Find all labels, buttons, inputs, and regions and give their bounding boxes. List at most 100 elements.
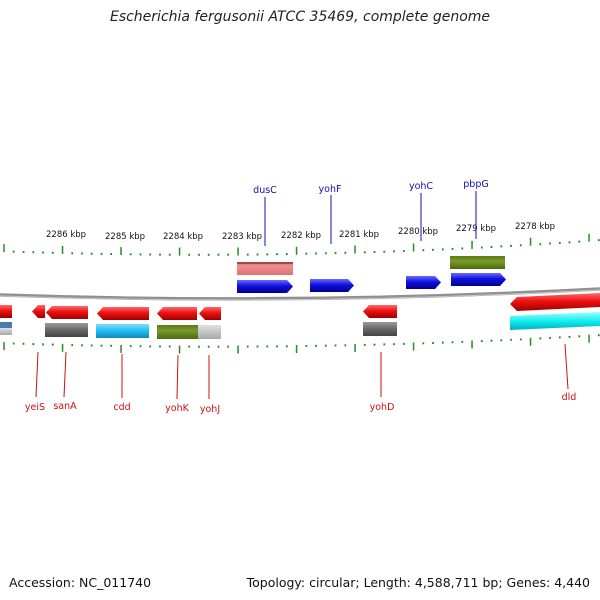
minor-tick	[81, 252, 83, 255]
yohJ-gene-arrow[interactable]	[199, 307, 221, 320]
minor-tick	[51, 343, 54, 346]
minor-tick	[149, 345, 152, 348]
gene-label-dusC[interactable]: dusC	[253, 185, 277, 196]
yohD-gene-arrow[interactable]	[363, 305, 397, 318]
dld-aqua-feature[interactable]	[510, 312, 600, 330]
left-edge-red-arrow[interactable]	[0, 305, 12, 318]
minor-tick	[373, 343, 376, 346]
minor-tick	[71, 344, 74, 347]
minor-tick	[558, 241, 561, 244]
gene-label-yeiS[interactable]: yeiS	[25, 402, 45, 413]
minor-tick	[217, 253, 220, 256]
kbp-label-2284: 2284 kbp	[163, 232, 203, 242]
topology-summary: Topology: circular; Length: 4,588,711 bp…	[246, 575, 590, 590]
gene-label-yohK[interactable]: yohK	[165, 403, 189, 414]
left-edge-blue-feature[interactable]	[0, 322, 12, 328]
minor-tick	[344, 251, 347, 254]
cdd-gene-arrow[interactable]	[97, 307, 149, 320]
minor-tick	[159, 253, 161, 256]
major-tick	[529, 237, 532, 246]
lower-tick-track	[3, 334, 600, 354]
pbpG-olive-feature[interactable]	[450, 256, 505, 269]
gene-label-sanA[interactable]: sanA	[53, 401, 77, 412]
minor-tick	[246, 253, 249, 256]
minor-tick	[363, 251, 366, 254]
minor-tick	[22, 250, 25, 253]
major-tick	[120, 247, 122, 256]
pbpG-gene-arrow[interactable]	[451, 273, 506, 286]
major-tick	[471, 240, 473, 249]
yohD-gray-feature[interactable]	[363, 322, 397, 336]
kbp-label-2286: 2286 kbp	[46, 230, 86, 240]
minor-tick	[188, 345, 191, 348]
minor-tick	[402, 250, 405, 252]
yohK-gene-arrow[interactable]	[157, 307, 197, 320]
minor-tick	[510, 244, 512, 247]
yohJ-gray-feature[interactable]	[198, 325, 221, 339]
minor-tick	[305, 345, 308, 347]
gene-label-yohJ[interactable]: yohJ	[200, 404, 220, 415]
major-tick	[178, 345, 181, 354]
minor-tick	[549, 242, 551, 245]
minor-tick	[568, 335, 571, 338]
minor-tick	[42, 251, 44, 254]
cdd-cyan-feature[interactable]	[96, 324, 149, 338]
minor-tick	[315, 252, 317, 255]
minor-tick	[441, 248, 444, 251]
minor-tick	[256, 253, 259, 256]
minor-tick	[168, 253, 171, 256]
minor-tick	[500, 339, 503, 342]
gene-label-yohF[interactable]: yohF	[319, 184, 342, 195]
yohF-gene-arrow[interactable]	[310, 279, 354, 292]
minor-tick	[480, 340, 483, 343]
minor-tick	[461, 247, 464, 250]
minor-tick	[373, 251, 376, 253]
major-tick	[237, 345, 239, 354]
gene-label-cdd[interactable]: cdd	[113, 402, 130, 413]
major-tick	[354, 344, 356, 352]
minor-tick	[539, 243, 542, 246]
minor-tick	[383, 343, 386, 346]
sanA-gene-arrow[interactable]	[46, 306, 88, 319]
minor-tick	[12, 250, 15, 253]
yohK-olive-feature[interactable]	[157, 325, 198, 339]
dusC-gene-arrow[interactable]	[237, 280, 293, 293]
dld-gene-arrow[interactable]	[510, 293, 600, 311]
gene-label-dld[interactable]: dld	[562, 392, 577, 403]
minor-tick	[42, 343, 44, 346]
sanA-gray-feature[interactable]	[45, 323, 88, 337]
minor-tick	[227, 345, 230, 348]
minor-tick	[422, 249, 425, 252]
minor-tick	[51, 251, 54, 254]
minor-tick	[578, 240, 581, 243]
bottom-gene-labels: yeiS sanA cdd yohK yohJ yohD dld	[25, 392, 576, 415]
minor-tick	[110, 344, 113, 347]
minor-tick	[597, 239, 600, 242]
minor-tick	[422, 342, 425, 345]
upper-tick-track	[3, 233, 600, 256]
gene-label-yohC[interactable]: yohC	[409, 181, 433, 192]
kbp-label-2285: 2285 kbp	[105, 232, 145, 242]
dusC-rna-feature[interactable]	[237, 262, 293, 275]
minor-tick	[256, 345, 259, 348]
kbp-label-2278: 2278 kbp	[515, 222, 555, 232]
yeiS-gene-arrow[interactable]	[32, 305, 45, 318]
gene-label-pbpG[interactable]: pbpG	[463, 179, 488, 190]
kbp-label-2280: 2280 kbp	[398, 227, 438, 237]
minor-tick	[363, 343, 366, 346]
major-tick	[471, 340, 473, 349]
minor-tick	[100, 252, 103, 255]
minor-tick	[246, 345, 249, 348]
yohC-gene-arrow[interactable]	[406, 276, 441, 289]
major-tick	[412, 342, 415, 351]
minor-tick	[393, 343, 395, 346]
minor-tick	[266, 253, 269, 256]
minor-tick	[578, 335, 581, 338]
minor-tick	[451, 247, 454, 250]
major-tick	[354, 245, 356, 254]
minor-tick	[32, 343, 35, 346]
gene-label-yohD[interactable]: yohD	[370, 402, 395, 413]
minor-tick	[500, 245, 503, 248]
minor-tick	[129, 253, 132, 256]
